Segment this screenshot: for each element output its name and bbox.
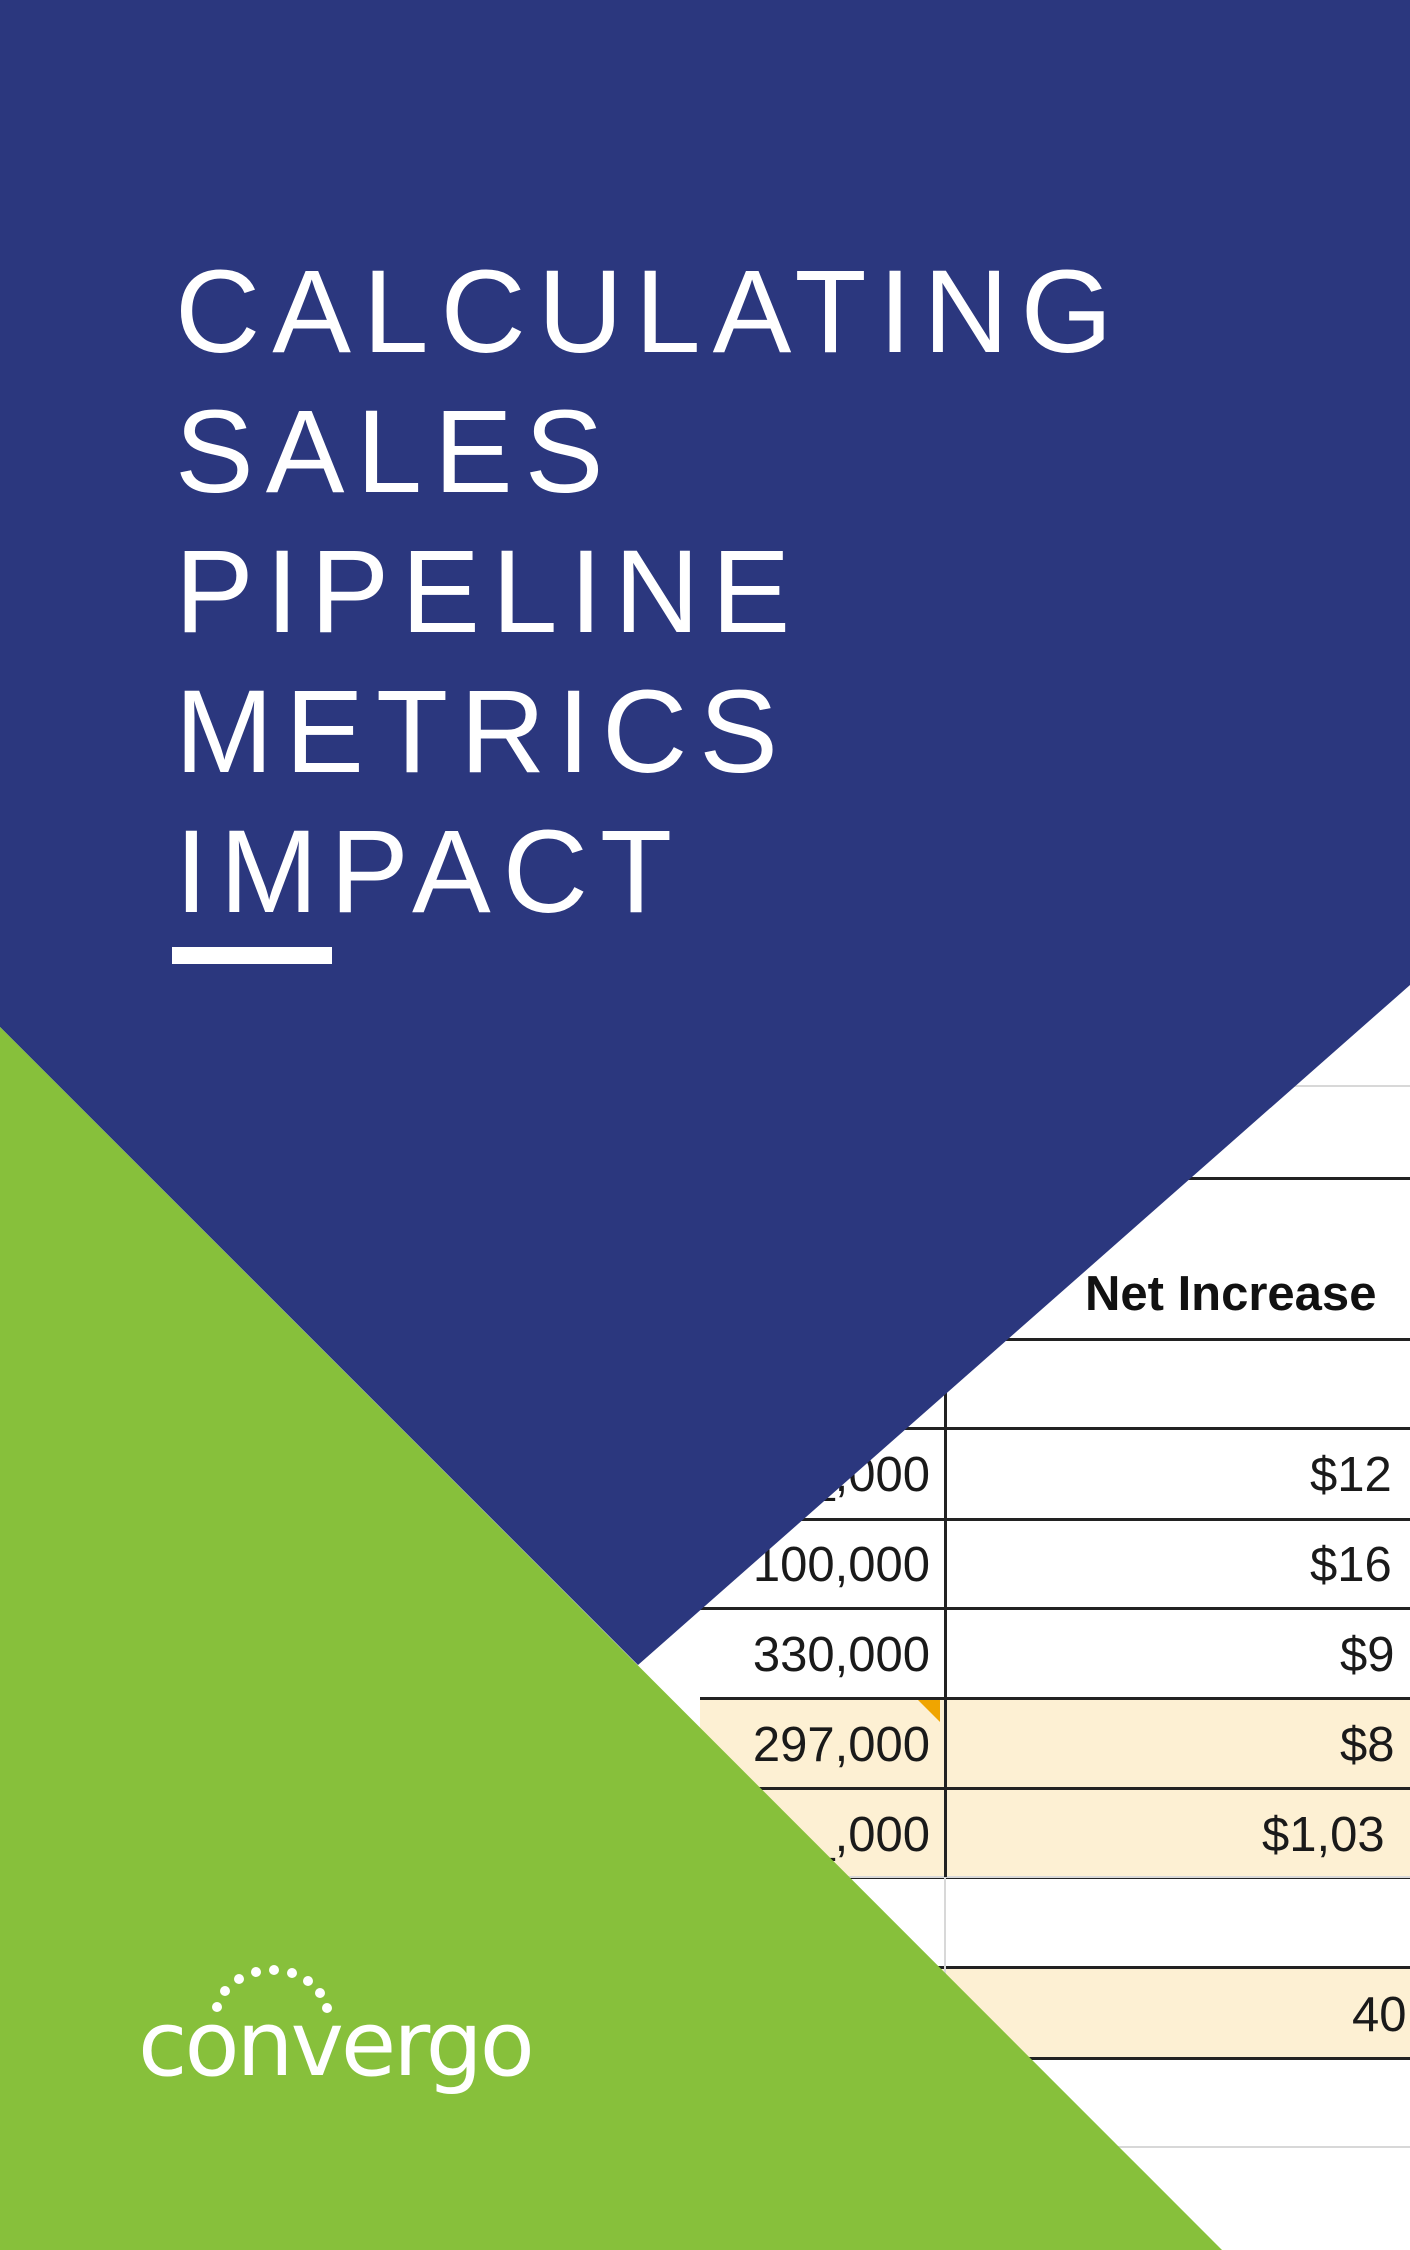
convergo-logo: convergo — [135, 1955, 555, 2125]
title-line: SALES — [175, 386, 616, 518]
title-line: PIPELINE — [175, 526, 803, 658]
green-panel — [0, 1027, 1222, 2250]
sheet-border — [700, 2057, 1410, 2060]
table-cell: $1,03 — [1262, 1808, 1385, 1862]
sheet-border — [700, 1427, 1410, 1430]
column-divider — [944, 1877, 946, 2057]
table-cell: 330,000 — [752, 1628, 930, 1682]
sheet-border — [700, 1697, 1410, 1700]
table-cell: _,000 — [807, 1808, 930, 1862]
sheet-border — [700, 1787, 1410, 1790]
page-title: CALCULATING SALES PIPELINE METRICS IMPAC… — [175, 242, 1124, 942]
table-cell: 297,000 — [752, 1718, 930, 1772]
title-line: IMPACT — [175, 806, 685, 938]
navy-panel — [0, 0, 1410, 1665]
table-cell: $16 — [1310, 1538, 1392, 1592]
title-line: METRICS — [175, 666, 790, 798]
comment-indicator — [918, 1700, 940, 1722]
sheet-border — [700, 1966, 1410, 1969]
table-cell: $9 — [1340, 1628, 1395, 1682]
logo-dots-icon — [212, 1965, 332, 2013]
sheet-border — [700, 1607, 1410, 1610]
table-cell: 100,000 — [752, 1538, 930, 1592]
column-divider — [944, 1338, 947, 1877]
table-cell: $8 — [1340, 1718, 1395, 1772]
title-line: CALCULATING — [175, 246, 1125, 378]
highlight-row — [700, 1700, 1410, 1789]
column-header: Net Increase — [1085, 1267, 1377, 1321]
sheet-border — [700, 1338, 1410, 1341]
table-cell: 40 — [1352, 1988, 1407, 2042]
sheet-border — [700, 1518, 1410, 1521]
sheet-gridline — [700, 1876, 1410, 1878]
table-cell: $12 — [1310, 1448, 1392, 1502]
logo-wordmark: convergo — [138, 1992, 535, 2097]
title-underline — [172, 947, 332, 964]
